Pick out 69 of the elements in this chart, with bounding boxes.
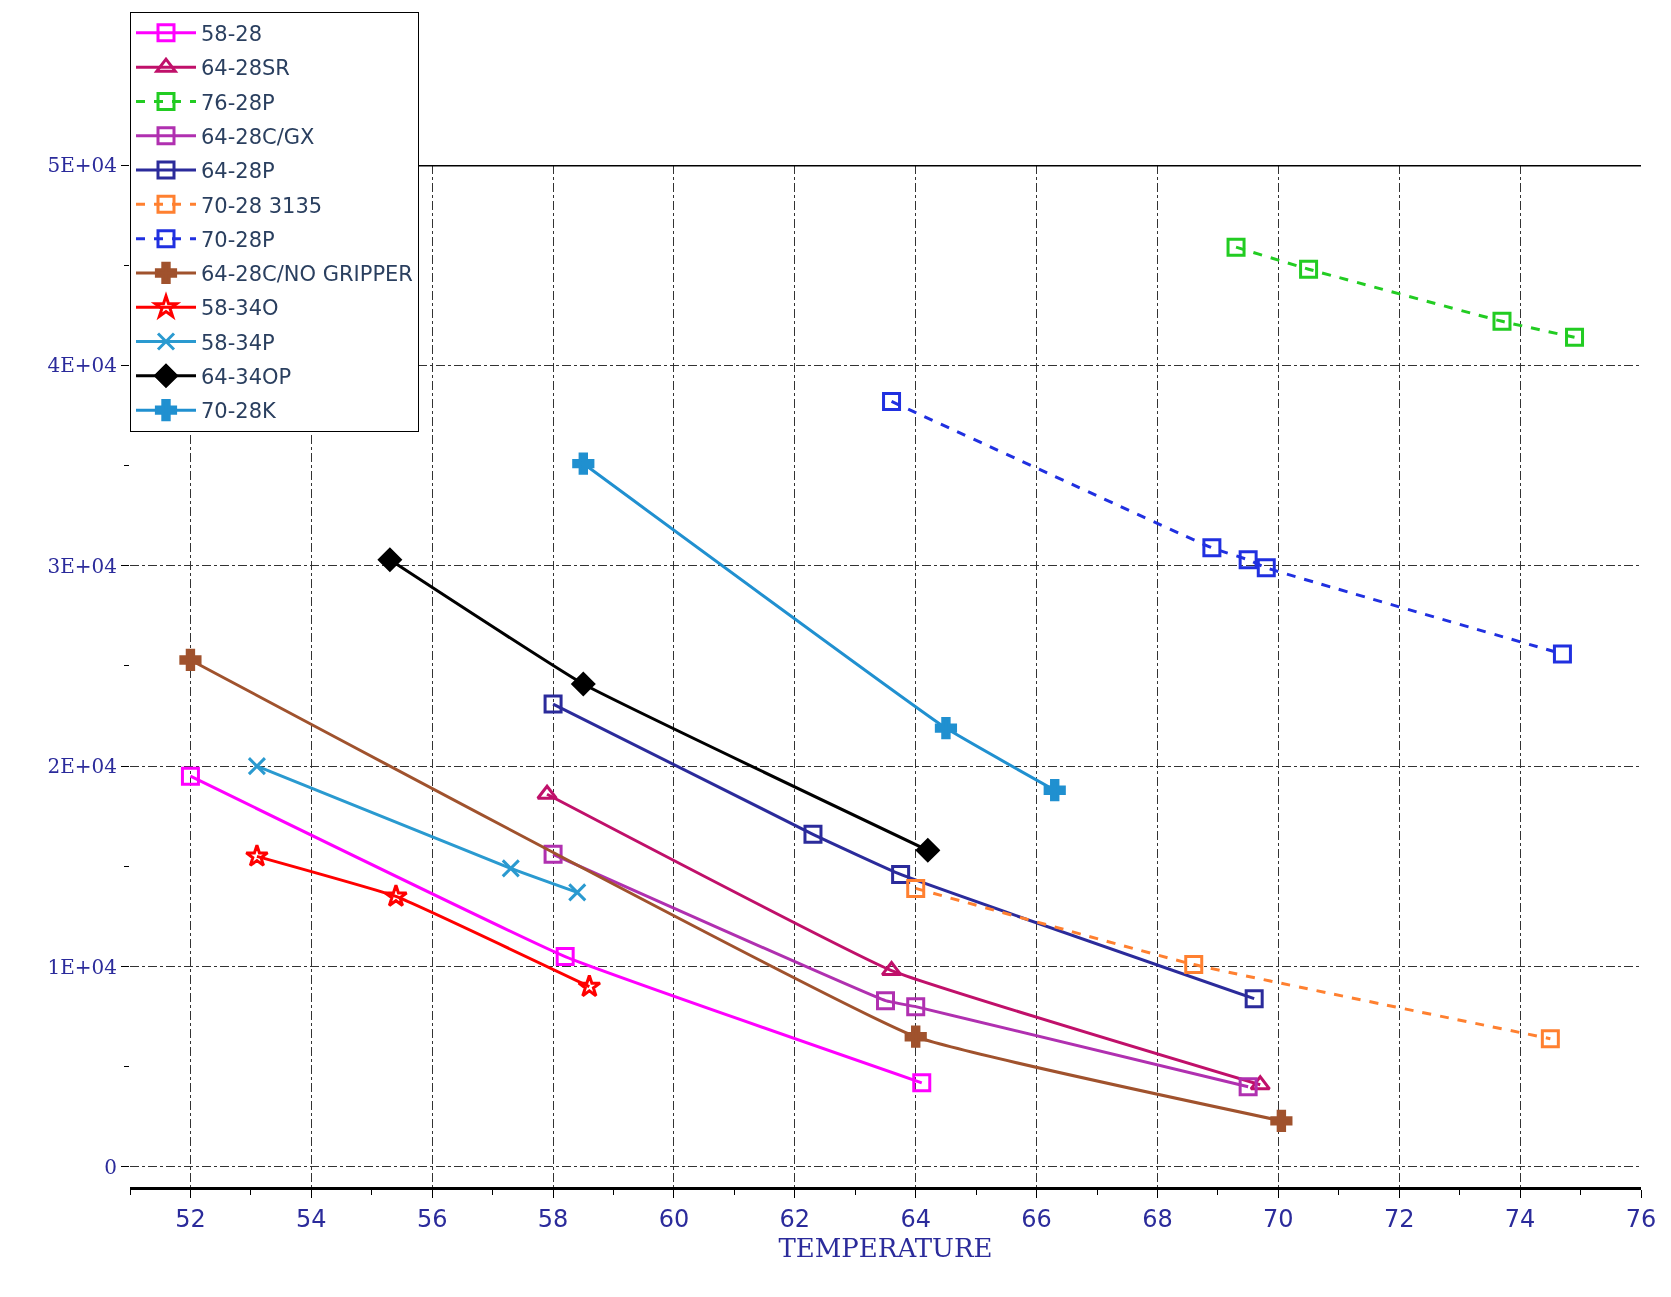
- point: [501, 858, 521, 878]
- point: [882, 391, 902, 411]
- legend-label: 76-28P: [201, 90, 275, 115]
- x-tick-label: 66: [1021, 1204, 1052, 1233]
- legend-label: 64-28P: [201, 159, 275, 184]
- x-tick-label: 70: [1263, 1204, 1294, 1233]
- x-tick-label: 68: [1142, 1204, 1173, 1233]
- point: [244, 843, 270, 867]
- legend-label: 64-28SR: [201, 56, 290, 81]
- x-tick-label: 58: [537, 1204, 569, 1233]
- point: [180, 766, 200, 786]
- point: [1184, 955, 1204, 975]
- point: [247, 756, 267, 776]
- point: [567, 882, 587, 902]
- x-tick-label: 52: [175, 1204, 206, 1233]
- point: [1552, 644, 1572, 664]
- x-axis-title: TEMPERATURE: [778, 1232, 993, 1263]
- point: [1299, 259, 1319, 279]
- y-tick-label: 0: [104, 1154, 117, 1179]
- legend-label: 64-28C/NO GRIPPER: [201, 262, 413, 287]
- y-tick-label: 1E+04: [47, 954, 117, 979]
- x-tick-label: 76: [1625, 1204, 1657, 1233]
- legend-label: 70-28K: [201, 399, 278, 424]
- point: [577, 973, 602, 998]
- x-tick-label: 54: [296, 1204, 327, 1233]
- point: [934, 717, 958, 740]
- y-tick-label: 4E+04: [47, 353, 117, 378]
- point: [383, 883, 409, 907]
- point: [572, 452, 595, 475]
- x-tick-label: 56: [416, 1204, 448, 1233]
- point: [891, 864, 911, 884]
- x-tick-label: 72: [1383, 1204, 1415, 1233]
- point: [179, 648, 202, 672]
- point: [377, 547, 402, 572]
- legend-label: 70-28P: [201, 227, 275, 252]
- point: [1244, 989, 1264, 1009]
- point: [904, 1025, 927, 1048]
- legend-label: 58-28: [201, 22, 263, 47]
- point: [555, 947, 575, 967]
- point: [912, 1073, 932, 1093]
- point: [1256, 558, 1276, 578]
- point: [1565, 327, 1585, 347]
- point: [906, 878, 926, 898]
- y-tick-label: 2E+04: [47, 754, 117, 779]
- legend-label: 58-34P: [201, 330, 275, 355]
- legend-label: 70-28 3135: [201, 193, 323, 218]
- legend-label: 58-34O: [201, 296, 279, 321]
- x-tick-label: 60: [658, 1204, 690, 1233]
- point: [1238, 1077, 1258, 1097]
- point: [1043, 779, 1066, 802]
- legend-label: 64-34OP: [201, 365, 292, 390]
- point: [915, 838, 940, 863]
- x-tick-label: 74: [1504, 1204, 1536, 1233]
- point: [876, 991, 895, 1011]
- x-tick-label: 64: [900, 1204, 931, 1233]
- point: [543, 694, 563, 714]
- x-tick-label: 62: [779, 1204, 811, 1233]
- legend-label: 64-28C/GX: [201, 124, 315, 149]
- point: [803, 824, 823, 844]
- point: [1226, 237, 1246, 257]
- point: [1202, 538, 1222, 558]
- y-tick-label: 5E+04: [47, 153, 117, 177]
- point: [1238, 550, 1258, 570]
- point: [906, 997, 926, 1017]
- point: [1492, 311, 1512, 331]
- point: [1540, 1029, 1560, 1049]
- point: [1270, 1109, 1293, 1132]
- point: [571, 672, 596, 696]
- y-tick-label: 3E+04: [47, 553, 117, 578]
